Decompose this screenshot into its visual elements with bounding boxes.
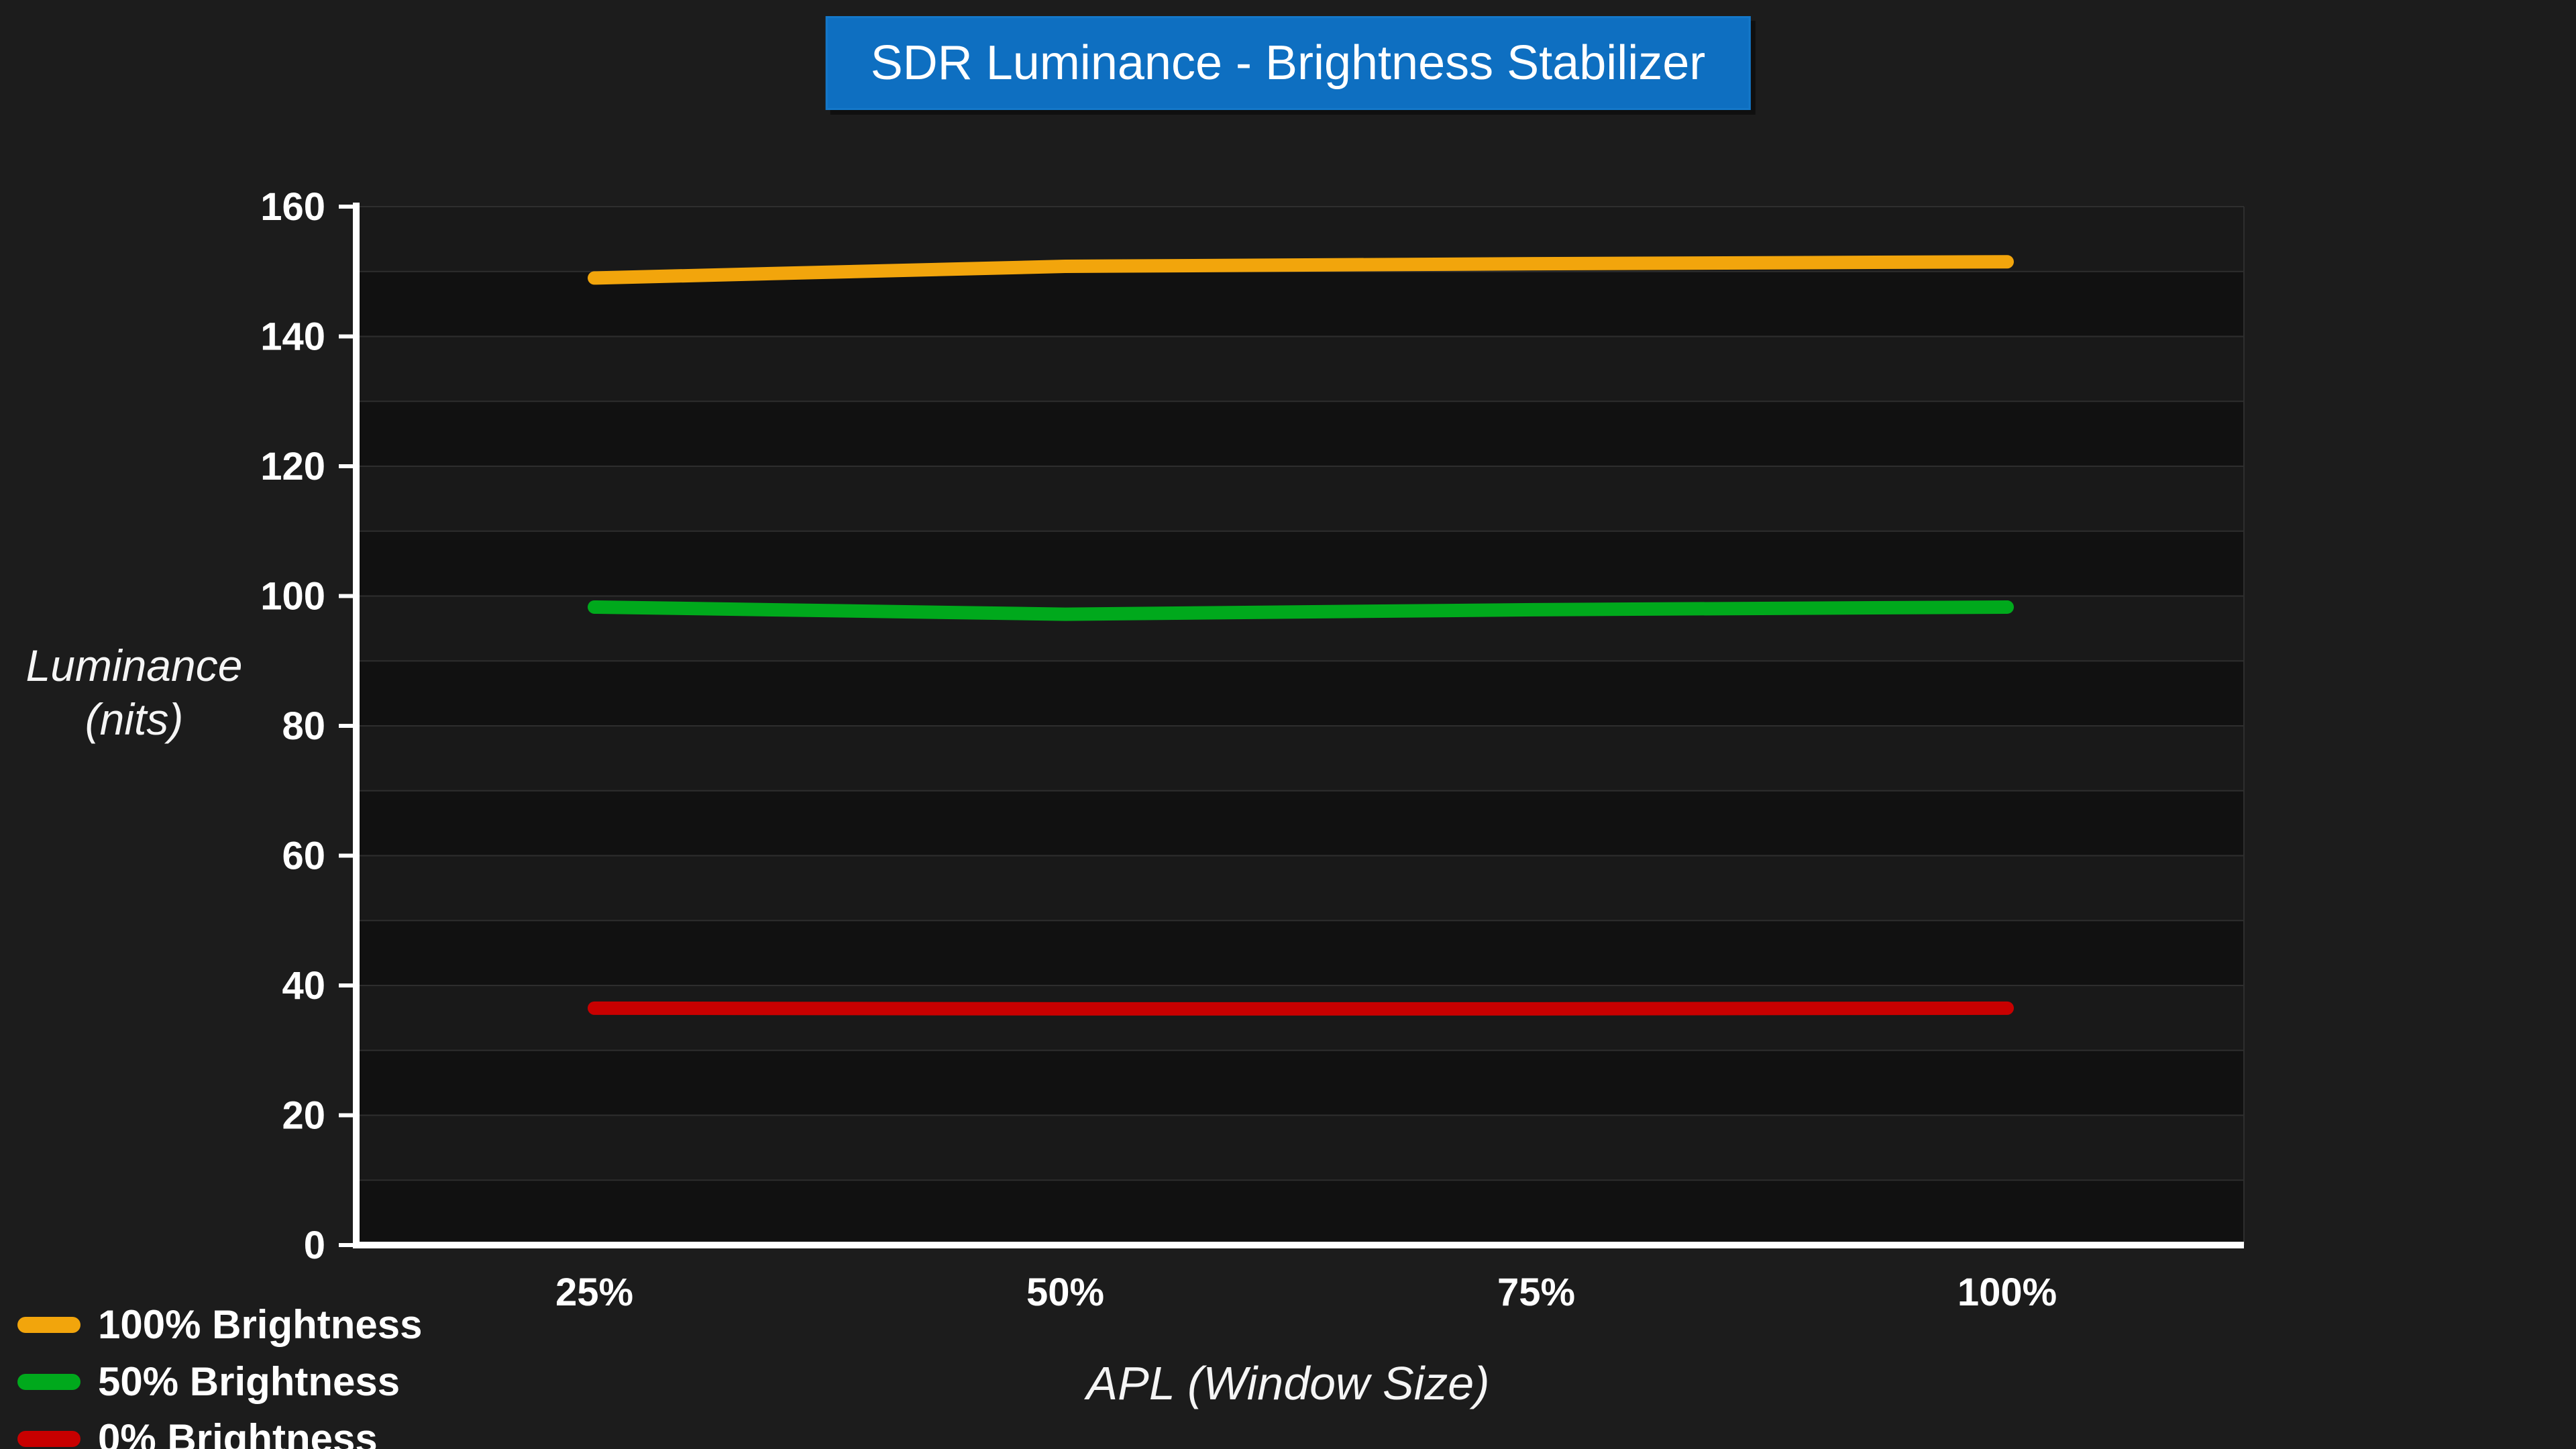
- y-axis-label-line1: Luminance: [25, 641, 243, 690]
- svg-text:40: 40: [282, 964, 325, 1008]
- svg-text:160: 160: [260, 185, 325, 229]
- legend-item-0-brightness: 0% Brightness: [17, 1415, 423, 1449]
- legend-item-100-brightness: 100% Brightness: [17, 1301, 423, 1348]
- legend-item-50-brightness: 50% Brightness: [17, 1358, 423, 1405]
- svg-text:50%: 50%: [1026, 1271, 1104, 1314]
- legend: 100% Brightness 50% Brightness 0% Bright…: [17, 1301, 423, 1449]
- svg-text:60: 60: [282, 835, 325, 878]
- legend-swatch-green-icon: [17, 1373, 80, 1390]
- legend-swatch-orange-icon: [17, 1316, 80, 1333]
- svg-text:120: 120: [260, 445, 325, 488]
- y-axis-label: Luminance (nits): [7, 639, 262, 746]
- legend-swatch-red-icon: [17, 1430, 80, 1447]
- y-axis-label-line2: (nits): [85, 694, 184, 744]
- x-axis-label: APL (Window Size): [1086, 1357, 1490, 1409]
- svg-text:100: 100: [260, 575, 325, 619]
- svg-text:25%: 25%: [555, 1271, 633, 1314]
- chart-title: SDR Luminance - Brightness Stabilizer: [825, 16, 1751, 110]
- svg-text:80: 80: [282, 704, 325, 748]
- svg-text:20: 20: [282, 1094, 325, 1138]
- svg-text:100%: 100%: [1957, 1271, 2057, 1314]
- svg-text:0: 0: [304, 1224, 325, 1267]
- legend-label: 50% Brightness: [98, 1359, 400, 1404]
- legend-label: 0% Brightness: [98, 1416, 378, 1449]
- legend-label: 100% Brightness: [98, 1302, 423, 1347]
- svg-text:140: 140: [260, 315, 325, 359]
- svg-text:75%: 75%: [1497, 1271, 1575, 1314]
